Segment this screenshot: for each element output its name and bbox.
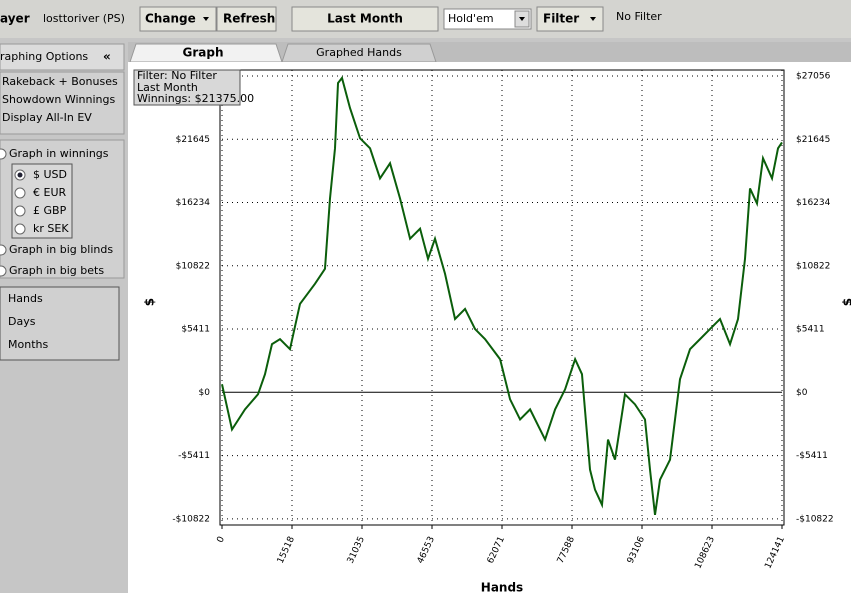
period-button[interactable] <box>291 6 439 32</box>
info-line: Filter: No Filter <box>137 69 217 82</box>
y-tick-label: $0 <box>199 388 211 398</box>
y2-tick-label: $27056 <box>796 72 831 82</box>
tab-graph-label: Graph <box>183 46 224 60</box>
sidebar: Rakeback + Bonuses Showdown Winnings Displ… <box>0 71 125 361</box>
game-label: Hold'em <box>448 12 494 25</box>
radio-label: € EUR <box>33 186 66 199</box>
options-box <box>0 286 120 361</box>
period-label: Last Month <box>327 12 403 26</box>
dropdown-arrow <box>203 17 209 21</box>
y-tick-label: $5411 <box>181 325 210 335</box>
info-line: Last Month <box>137 81 198 94</box>
change-label: Change <box>145 12 196 26</box>
sidebar-header[interactable] <box>0 43 125 71</box>
checkbox-label[interactable]: Display All-In EV <box>2 111 92 124</box>
radio[interactable] <box>0 265 7 277</box>
y-tick-label: $21645 <box>176 135 210 145</box>
change-button[interactable] <box>139 6 217 32</box>
x-axis-label: Hands <box>481 581 523 593</box>
y2-tick-label: $21645 <box>796 135 830 145</box>
winnings-line <box>221 75 783 515</box>
dropdown-arrow <box>590 17 596 21</box>
y2-tick-label: $10822 <box>796 261 830 271</box>
info-line: Winnings: $21375.00 <box>137 92 254 105</box>
radio[interactable] <box>14 187 26 199</box>
checkbox-label[interactable]: Rakeback + Bonuses <box>2 75 118 88</box>
radio[interactable] <box>0 244 7 256</box>
radio-label: $ USD <box>33 168 67 181</box>
x-tick-label: 0 <box>215 535 227 545</box>
x-mode-label[interactable]: Months <box>8 338 48 351</box>
options-box <box>0 71 125 135</box>
y2-tick-label: $16234 <box>796 198 831 208</box>
y-tick-label: $10822 <box>176 261 210 271</box>
radio-label: Graph in winnings <box>9 147 109 160</box>
radio-label: kr SEK <box>33 222 69 235</box>
y-axis-label: $ <box>143 298 157 306</box>
radio-label: Graph in big bets <box>9 264 104 277</box>
y-tick-label: $16234 <box>176 198 211 208</box>
refresh-button[interactable] <box>216 6 277 32</box>
radio[interactable] <box>14 223 26 235</box>
radio-label: Graph in big blinds <box>9 243 113 256</box>
y2-tick-label: -$5411 <box>796 451 828 461</box>
select-arrow <box>519 17 525 21</box>
radio-label: £ GBP <box>33 204 67 217</box>
radio-dot <box>17 172 23 178</box>
y-tick-label: -$10822 <box>172 514 210 524</box>
x-mode-label[interactable]: Days <box>8 315 36 328</box>
y2-axis-label: $ <box>841 298 851 306</box>
y2-tick-label: -$10822 <box>796 514 834 524</box>
chart: -$10822 -$10822 -$5411 -$5411 $0 $0 $5411 $5411… <box>143 69 851 593</box>
x-mode-label[interactable]: Hands <box>8 292 43 305</box>
checkbox-label[interactable]: Showdown Winnings <box>2 93 116 106</box>
tab-graphed-hands-label: Graphed Hands <box>316 46 402 59</box>
y2-tick-label: $5411 <box>796 325 825 335</box>
player-label: ayer <box>0 12 30 26</box>
filter-state: No Filter <box>616 10 662 23</box>
info-box <box>133 69 241 106</box>
radio[interactable] <box>0 148 7 160</box>
radio[interactable] <box>14 205 26 217</box>
collapse-button[interactable]: « <box>103 50 111 64</box>
refresh-label: Refresh <box>223 12 275 26</box>
y-tick-label: -$5411 <box>178 451 210 461</box>
player-name: losttoriver (PS) <box>43 12 125 25</box>
game-select[interactable] <box>443 8 532 30</box>
sidebar-title: raphing Options <box>0 50 88 63</box>
y2-tick-label: $0 <box>796 388 808 398</box>
filter-label: Filter <box>543 12 579 26</box>
